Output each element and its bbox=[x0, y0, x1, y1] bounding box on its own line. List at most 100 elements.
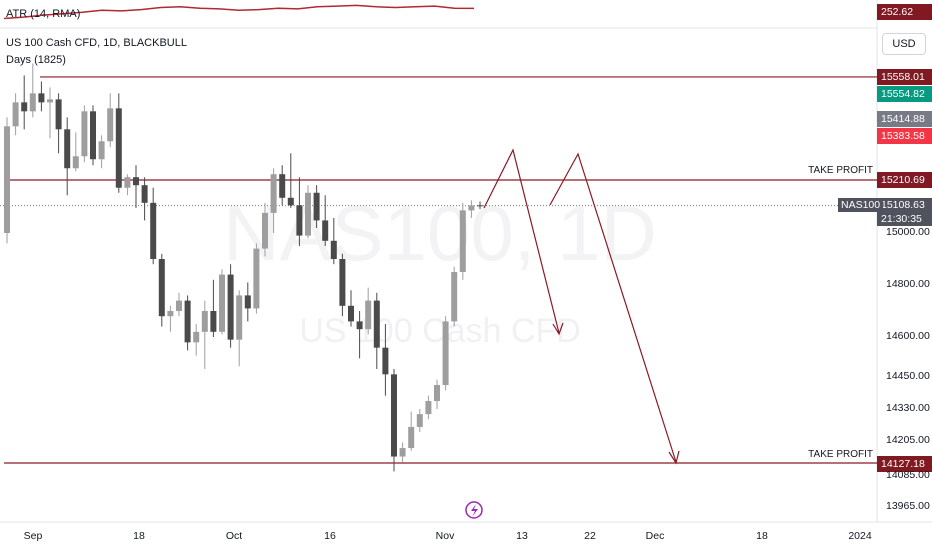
candle-body bbox=[141, 185, 148, 203]
price-tick-label: 15000.00 bbox=[886, 226, 930, 238]
candles-group bbox=[4, 63, 483, 472]
price-tick-label: 14205.00 bbox=[886, 434, 930, 446]
time-tick-label: 16 bbox=[324, 530, 336, 542]
candle-body bbox=[270, 174, 277, 213]
candle-body bbox=[468, 205, 475, 211]
candle-body bbox=[339, 259, 346, 306]
candle-body bbox=[262, 212, 268, 249]
candle-body bbox=[176, 300, 182, 311]
price-tick-label: 14450.00 bbox=[886, 370, 930, 382]
candle-body bbox=[193, 331, 200, 343]
candle-body bbox=[201, 311, 208, 332]
candle-body bbox=[382, 347, 389, 375]
candle-body bbox=[442, 321, 449, 385]
time-tick-label: Sep bbox=[23, 530, 43, 542]
candle-body bbox=[219, 274, 225, 332]
candle-body bbox=[72, 156, 79, 169]
forecast-path-first[interactable] bbox=[483, 148, 560, 334]
candle-body bbox=[296, 205, 303, 236]
time-tick-label: Oct bbox=[225, 530, 243, 542]
price-tick-label: 13965.00 bbox=[886, 500, 930, 512]
description-watermark: US 100 Cash CFD bbox=[299, 312, 581, 350]
take-profit-upper-price: 15210.69 bbox=[877, 172, 932, 188]
candle-body bbox=[38, 93, 45, 103]
candle-body bbox=[356, 321, 363, 330]
symbol-tag: NAS100 bbox=[838, 198, 884, 212]
time-tick-label: 22 bbox=[584, 530, 596, 542]
time-tick-label: Dec bbox=[645, 530, 665, 542]
days-counter: Days (1825) bbox=[6, 54, 66, 66]
candle-body bbox=[47, 99, 53, 103]
time-tick-label: 2024 bbox=[848, 530, 872, 542]
candle-body bbox=[158, 259, 165, 317]
price-pill-high: 15558.01 bbox=[877, 69, 932, 85]
candle-body bbox=[55, 99, 62, 130]
time-tick-label: Nov bbox=[435, 530, 455, 542]
candle-body bbox=[81, 111, 88, 157]
candle-body bbox=[227, 274, 234, 340]
candle-body bbox=[244, 295, 251, 309]
lightning-icon bbox=[471, 504, 478, 517]
take-profit-upper-label: TAKE PROFIT bbox=[808, 165, 873, 176]
candle-body bbox=[391, 374, 397, 457]
symbol-watermark: NAS100, 1D bbox=[223, 189, 657, 277]
candle-body bbox=[124, 177, 131, 188]
candle-body bbox=[477, 205, 483, 207]
candle-body bbox=[4, 126, 10, 233]
candle-body bbox=[399, 448, 406, 457]
candle-body bbox=[236, 295, 243, 340]
price-pill-red: 15383.58 bbox=[877, 128, 932, 144]
candle-body bbox=[330, 240, 337, 259]
candle-body bbox=[322, 220, 329, 241]
candle-body bbox=[451, 272, 458, 322]
price-pill-green: 15554.82 bbox=[877, 86, 932, 102]
price-tick-label: 14330.00 bbox=[886, 402, 930, 414]
candle-body bbox=[98, 141, 105, 160]
symbol-title[interactable]: US 100 Cash CFD, 1D, BLACKBULL bbox=[6, 37, 187, 49]
candle-body bbox=[90, 111, 96, 160]
candle-body bbox=[365, 300, 372, 330]
candle-body bbox=[434, 385, 440, 401]
forecast-arrowhead-second bbox=[668, 450, 680, 465]
candle-body bbox=[184, 300, 191, 343]
candle-body bbox=[348, 305, 354, 322]
forecast-path-second[interactable] bbox=[549, 152, 677, 463]
candle-body bbox=[313, 192, 320, 221]
candle-body bbox=[150, 202, 157, 259]
currency-button[interactable]: USD bbox=[882, 33, 926, 55]
candle-body bbox=[279, 174, 286, 198]
atr-value-pill: 252.62 bbox=[877, 4, 932, 20]
candle-body bbox=[107, 108, 114, 142]
forecast-arrowhead-first bbox=[552, 322, 564, 336]
take-profit-lower-price: 14127.18 bbox=[877, 456, 932, 472]
candle-body bbox=[373, 300, 380, 348]
countdown-pill: 21:30:35 bbox=[877, 212, 932, 226]
price-tick-label: 14800.00 bbox=[886, 278, 930, 290]
indicator-legend[interactable]: ATR (14, RMA) bbox=[6, 8, 81, 20]
time-tick-label: 13 bbox=[516, 530, 528, 542]
candle-body bbox=[408, 426, 415, 449]
candle-body bbox=[253, 248, 260, 309]
time-tick-label: 18 bbox=[756, 530, 768, 542]
candle-body bbox=[115, 108, 122, 188]
price-tick-label: 14600.00 bbox=[886, 330, 930, 342]
candle-body bbox=[210, 311, 217, 332]
candle-body bbox=[167, 311, 174, 317]
current-price-pill: 15108.63 bbox=[877, 198, 932, 212]
candle-body bbox=[305, 192, 311, 236]
candle-body bbox=[287, 197, 294, 206]
price-pill-grey: 15414.88 bbox=[877, 111, 932, 127]
atr-series-line bbox=[3, 4, 475, 20]
candle-body bbox=[459, 210, 466, 272]
candle-body bbox=[64, 129, 71, 169]
forecast-projection[interactable] bbox=[483, 148, 680, 465]
candle-body bbox=[133, 177, 139, 186]
candle-body bbox=[12, 102, 19, 127]
candle-body bbox=[425, 401, 432, 415]
price-tick-label: 14085.00 bbox=[886, 469, 930, 481]
take-profit-lower-label: TAKE PROFIT bbox=[808, 449, 873, 460]
candle-body bbox=[21, 102, 28, 112]
candle-body bbox=[416, 414, 423, 427]
candle-body bbox=[29, 93, 36, 112]
